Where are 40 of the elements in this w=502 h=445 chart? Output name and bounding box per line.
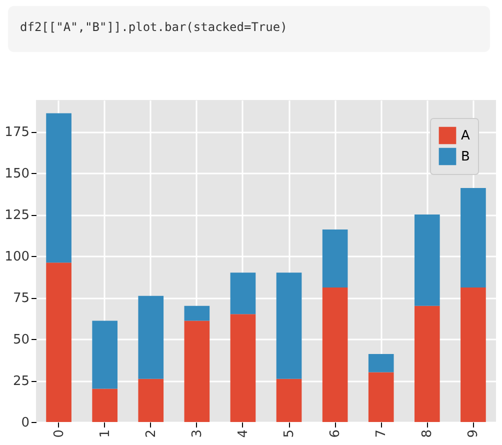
x-tick-label: 1: [98, 430, 113, 438]
bar: [460, 288, 486, 422]
legend-label: A: [461, 128, 470, 144]
x-tick-label: 9: [466, 430, 482, 438]
y-tick-label: 175: [4, 125, 30, 140]
legend-label: B: [461, 150, 470, 164]
y-tick-label: 75: [12, 291, 30, 306]
bar: [368, 372, 394, 422]
text: df2[["A","B"]].plot.bar(stacked=True): [8, 6, 490, 52]
bar: [92, 320, 118, 389]
y-tick-label: 50: [12, 332, 30, 348]
bar: [230, 272, 256, 314]
x-tick-label: 8: [420, 430, 436, 438]
bar: [322, 288, 348, 422]
bar: [276, 378, 302, 422]
y-tick-label: 100: [4, 250, 30, 265]
bar: [184, 306, 210, 321]
bar: [460, 188, 486, 288]
bar: [368, 354, 394, 372]
x-tick-label: 6: [328, 430, 344, 438]
bar: [414, 306, 440, 422]
bar: [184, 320, 210, 422]
bar: [138, 378, 164, 422]
bar: [322, 229, 348, 288]
x-tick-label: 4: [236, 430, 251, 438]
bar: [414, 214, 440, 306]
bar: [46, 113, 72, 263]
bar: [46, 262, 72, 422]
y-tick-label: 25: [12, 374, 30, 390]
x-tick-label: 5: [282, 430, 298, 438]
bar: [230, 314, 256, 422]
y-tick-label: 125: [4, 208, 30, 224]
x-tick-label: 0: [52, 430, 67, 438]
bar: [276, 272, 302, 379]
x-tick-label: 2: [144, 430, 159, 438]
y-tick-label: 150: [4, 166, 30, 182]
bar: [138, 296, 164, 379]
x-tick-label: 3: [190, 430, 205, 438]
x-tick-label: 7: [374, 430, 390, 438]
bar: [92, 388, 118, 422]
